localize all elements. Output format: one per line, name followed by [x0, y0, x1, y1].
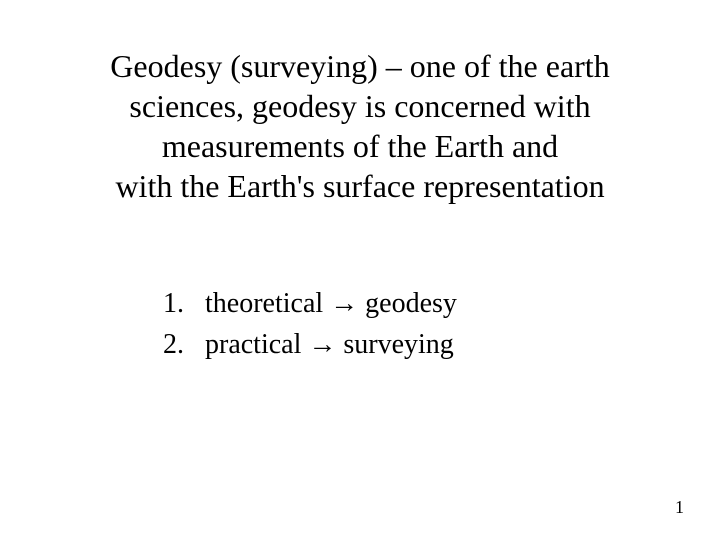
- list-text-before: practical: [205, 329, 308, 360]
- title-line-2: sciences, geodesy is concerned with: [50, 86, 670, 126]
- title-line-4: with the Earth's surface representation: [50, 166, 670, 206]
- list-item: 1. theoretical → geodesy: [163, 284, 670, 325]
- list-text-after: geodesy: [358, 288, 457, 319]
- list-item: 2. practical → surveying: [163, 325, 670, 366]
- title-line-1: Geodesy (surveying) – one of the earth: [50, 46, 670, 86]
- arrow-icon: →: [308, 329, 336, 360]
- list-number: 1.: [163, 288, 184, 319]
- list-block: 1. theoretical → geodesy 2. practical → …: [50, 284, 670, 365]
- list-text-after: surveying: [336, 329, 453, 360]
- arrow-icon: →: [330, 288, 358, 319]
- page-number: 1: [675, 497, 684, 518]
- slide-title: Geodesy (surveying) – one of the earth s…: [50, 46, 670, 206]
- list-number: 2.: [163, 329, 184, 360]
- list-text-before: theoretical: [205, 288, 330, 319]
- slide: Geodesy (surveying) – one of the earth s…: [0, 0, 720, 540]
- title-line-3: measurements of the Earth and: [50, 126, 670, 166]
